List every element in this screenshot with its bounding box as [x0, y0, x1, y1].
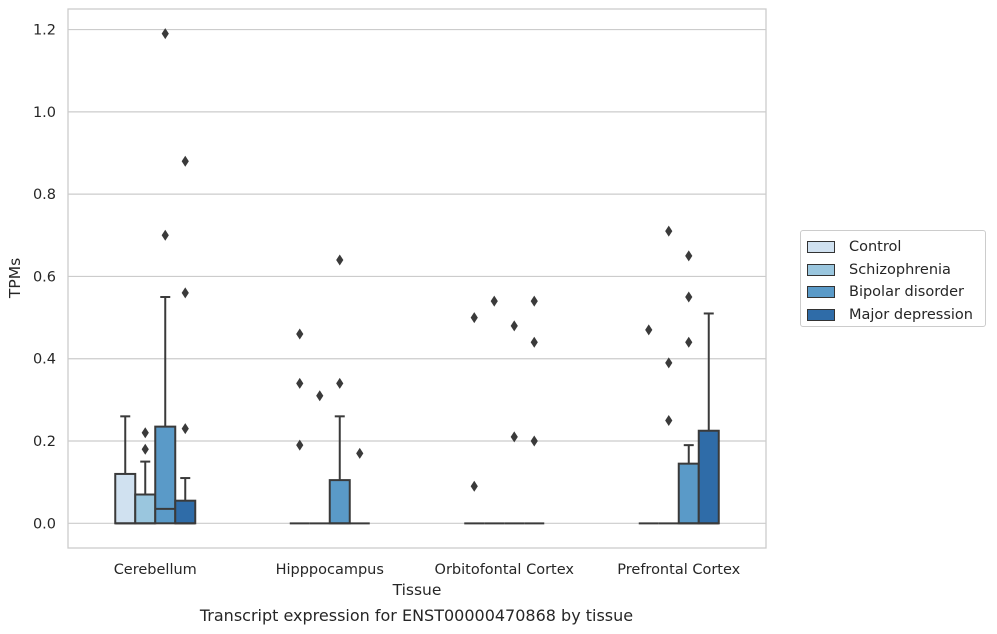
- outlier-point: [530, 295, 538, 307]
- box: [697, 312, 720, 525]
- outlier-point: [645, 324, 653, 336]
- y-tick-label: 0.0: [33, 516, 56, 532]
- outlier-point: [510, 320, 518, 332]
- box-body: [154, 425, 177, 525]
- legend-item: Schizophrenia: [807, 259, 985, 282]
- box: [658, 225, 679, 525]
- box: [309, 390, 330, 525]
- outlier-point: [490, 295, 498, 307]
- legend-item: Major depression: [807, 304, 985, 327]
- box: [154, 28, 177, 525]
- outlier-point: [141, 443, 149, 455]
- box-body: [174, 499, 197, 525]
- legend-swatch: [807, 286, 835, 299]
- outlier-point: [685, 250, 693, 262]
- y-tick-label: 0.4: [33, 352, 56, 368]
- y-tick-label: 0.2: [33, 434, 56, 450]
- x-axis-label: Tissue: [392, 581, 442, 599]
- box: [174, 155, 197, 525]
- y-axis-label: TPMs: [6, 258, 24, 299]
- legend-item: Bipolar disorder: [807, 281, 985, 304]
- outlier-point: [336, 254, 344, 266]
- legend-label: Bipolar disorder: [849, 284, 964, 301]
- box: [328, 254, 351, 525]
- gridlines: [68, 28, 766, 524]
- outlier-point: [470, 480, 478, 492]
- y-tick-label: 1.0: [33, 105, 56, 121]
- legend-label: Schizophrenia: [849, 261, 951, 278]
- x-tick-label: Orbitofontal Cortex: [435, 562, 575, 578]
- outlier-point: [141, 427, 149, 439]
- chart-caption: Transcript expression for ENST0000047086…: [199, 606, 634, 625]
- legend: Control Schizophrenia Bipolar disorder Majo…: [800, 230, 986, 327]
- box: [289, 328, 310, 525]
- outlier-point: [356, 447, 364, 459]
- y-tick-label: 0.8: [33, 187, 56, 203]
- outlier-point: [665, 414, 673, 426]
- plot-area-frame: [67, 8, 767, 549]
- box: [677, 250, 700, 525]
- box: [464, 312, 485, 525]
- box: [114, 415, 137, 525]
- legend-swatch: [807, 263, 835, 276]
- legend-label: Control: [849, 239, 902, 256]
- outlier-point: [470, 312, 478, 324]
- outlier-point: [665, 357, 673, 369]
- outlier-point: [181, 423, 189, 435]
- x-tick-label: Hipppocampus: [276, 562, 384, 578]
- outlier-point: [530, 435, 538, 447]
- y-axis-ticks: 0.0 0.2 0.4 0.6 0.8 1.0 1.2: [33, 23, 56, 533]
- legend-swatch: [807, 241, 835, 254]
- x-tick-label: Cerebellum: [114, 562, 197, 578]
- outlier-point: [296, 328, 304, 340]
- legend-label: Major depression: [849, 306, 973, 323]
- outlier-point: [181, 155, 189, 167]
- box: [134, 427, 157, 525]
- outlier-point: [685, 336, 693, 348]
- x-tick-label: Prefrontal Cortex: [617, 562, 740, 578]
- outlier-point: [530, 336, 538, 348]
- y-tick-label: 1.2: [33, 23, 56, 39]
- y-tick-label: 0.6: [33, 269, 56, 285]
- outlier-point: [181, 287, 189, 299]
- box: [638, 324, 659, 525]
- box-body: [677, 462, 700, 525]
- boxes-layer: [114, 28, 720, 525]
- box: [504, 320, 525, 525]
- outlier-point: [510, 431, 518, 443]
- box-body: [134, 493, 157, 525]
- box-body: [114, 472, 137, 525]
- box: [524, 295, 545, 525]
- box-body: [697, 429, 720, 525]
- outlier-point: [296, 439, 304, 451]
- outlier-point: [296, 377, 304, 389]
- outlier-point: [685, 291, 693, 303]
- x-axis-ticks: Cerebellum Hipppocampus Orbitofontal Corte…: [114, 562, 741, 578]
- outlier-point: [336, 377, 344, 389]
- outlier-point: [316, 390, 324, 402]
- legend-item: Control: [807, 236, 985, 259]
- legend-swatch: [807, 308, 835, 321]
- box: [349, 447, 370, 525]
- outlier-point: [161, 28, 169, 40]
- box-body: [328, 479, 351, 525]
- outlier-point: [161, 229, 169, 241]
- box: [484, 295, 505, 525]
- outlier-point: [665, 225, 673, 237]
